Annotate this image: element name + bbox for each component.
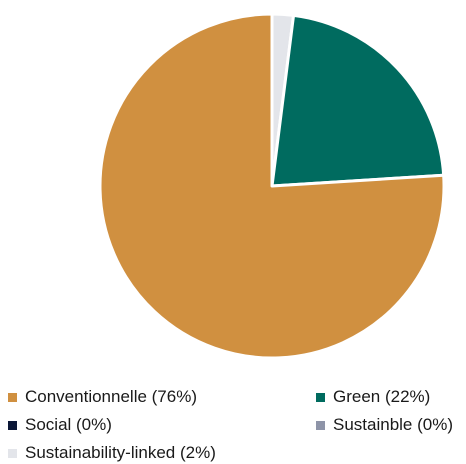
legend-label: Green (22%) (333, 387, 431, 406)
legend-swatch (8, 392, 17, 402)
legend-item-sustainble: Sustainble (0%) (316, 415, 453, 435)
legend-label: Sustainability-linked (2%) (25, 443, 216, 462)
pie-chart (98, 12, 446, 360)
legend-swatch (316, 420, 325, 430)
legend-item-conventionnelle: Conventionnelle (76%) (8, 387, 197, 407)
legend-label: Conventionnelle (76%) (25, 387, 197, 406)
legend-item-sustainability-linked: Sustainability-linked (2%) (8, 443, 216, 463)
legend-swatch (8, 448, 17, 458)
legend-swatch (316, 392, 325, 402)
legend-swatch (8, 420, 17, 430)
pie-slice-green (270, 13, 446, 188)
legend-item-social: Social (0%) (8, 415, 112, 435)
legend-item-green: Green (22%) (316, 387, 430, 407)
legend-label: Sustainble (0%) (333, 415, 454, 434)
pie-slices (98, 12, 446, 360)
pie-slice-conventionnelle (98, 12, 446, 360)
legend-label: Social (0%) (25, 415, 112, 434)
